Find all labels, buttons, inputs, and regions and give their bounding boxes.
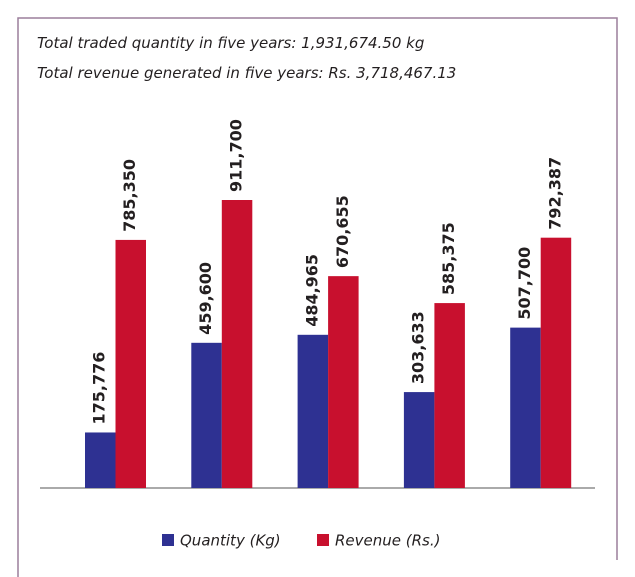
value-label: 459,600 (196, 262, 215, 335)
value-label: 792,387 (545, 157, 564, 230)
bar (510, 327, 541, 488)
bar (403, 392, 435, 488)
value-label: 507,700 (515, 247, 534, 320)
value-label: 785,350 (120, 159, 139, 232)
subtitle: Total traded quantity in five years: 1,9… (37, 34, 424, 52)
bar (191, 342, 222, 488)
value-label: 585,375 (439, 222, 458, 295)
legend-swatch (317, 534, 329, 546)
value-label: 303,633 (409, 311, 428, 384)
bar (328, 276, 359, 488)
bar (434, 303, 465, 488)
value-label: 911,700 (227, 119, 246, 192)
legend-label: Quantity (Kg) (180, 532, 281, 550)
subtitle: Total revenue generated in five years: R… (37, 64, 456, 82)
bar (115, 239, 146, 488)
value-label: 175,776 (90, 352, 109, 425)
legend-label: Revenue (Rs.) (335, 532, 440, 550)
legend-swatch (162, 534, 174, 546)
bar (297, 334, 329, 488)
value-label: 484,965 (302, 254, 321, 327)
value-label: 670,655 (333, 195, 352, 268)
bar (85, 432, 116, 488)
frame (17, 17, 618, 577)
bar (221, 200, 253, 488)
bar (540, 237, 572, 488)
